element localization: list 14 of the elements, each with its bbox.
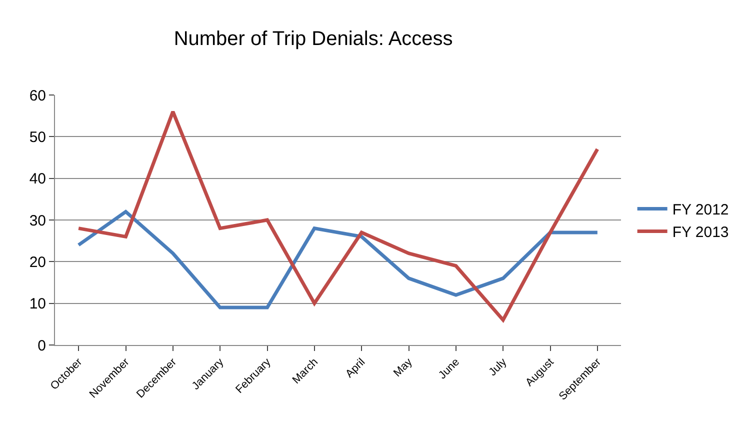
y-tick-label: 10 <box>29 296 46 313</box>
chart-title: Number of Trip Denials: Access <box>174 28 453 50</box>
line-series <box>76 110 600 322</box>
y-tick-label: 60 <box>29 87 46 104</box>
legend-label: FY 2013 <box>672 224 729 242</box>
y-tick-label: 40 <box>29 170 46 188</box>
y-tick-label: 20 <box>29 254 46 271</box>
legend-label: FY 2012 <box>672 202 729 219</box>
y-tick-label: 30 <box>29 212 46 230</box>
line-series <box>76 210 600 310</box>
x-tick-label: May <box>392 356 416 380</box>
x-tick-label: July <box>486 356 510 379</box>
y-tick-label: 0 <box>38 337 46 354</box>
y-tick-label: 50 <box>29 128 46 146</box>
